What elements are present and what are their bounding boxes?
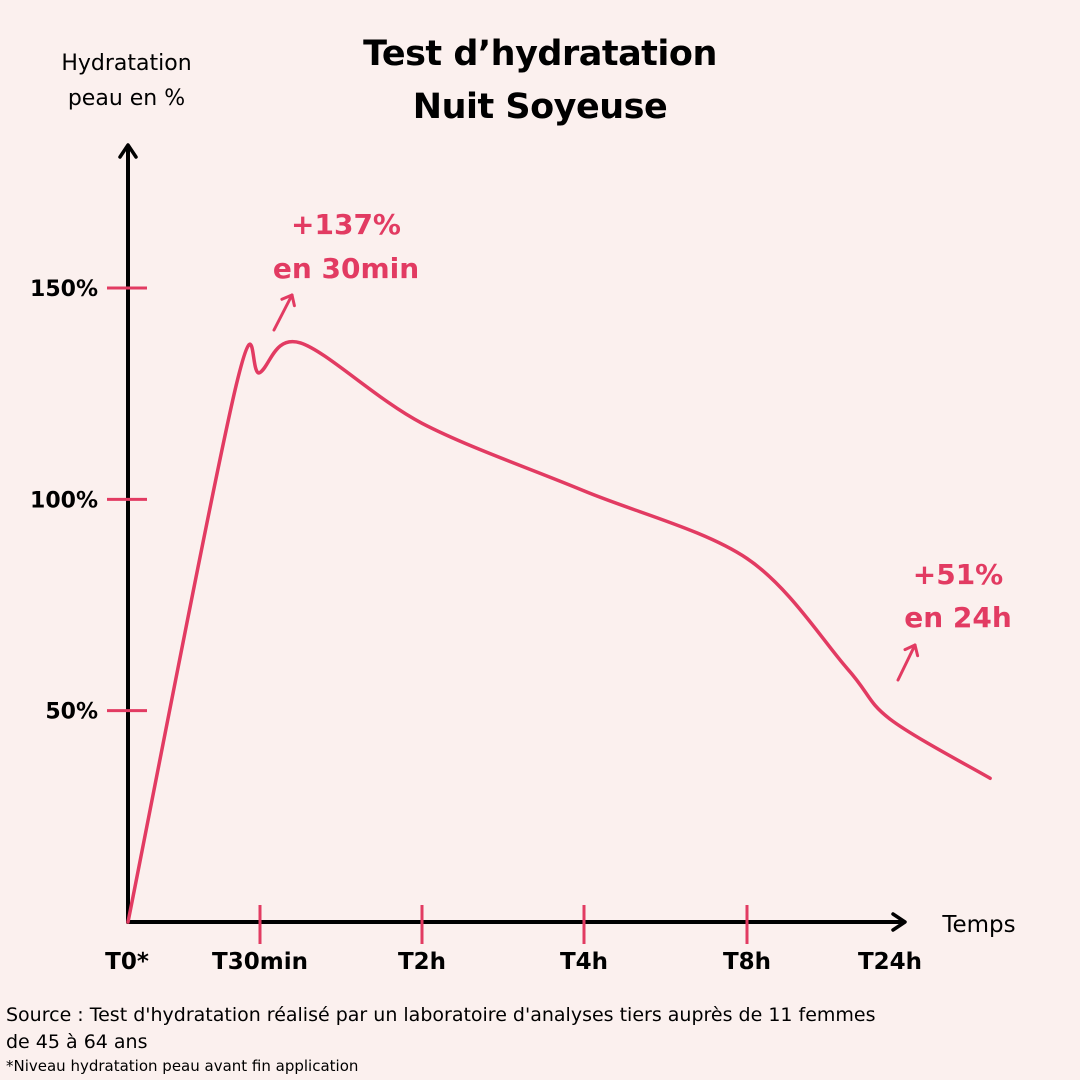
x-tick-label: T4h — [560, 949, 608, 975]
annotation-period: en 30min — [273, 252, 419, 285]
source-note-line2: de 45 à 64 ans — [6, 1031, 148, 1053]
y-tick-label: 150% — [30, 277, 98, 302]
hydration-line — [126, 339, 992, 924]
y-axis-label-line2: peau en % — [67, 86, 186, 111]
x-tick-label: T24h — [858, 949, 922, 975]
hydration-chart: Temps 150% 100% 50% T0* T30min T2h T4h T8h T24h +1… — [30, 143, 1016, 975]
x-tick-label: T0* — [105, 949, 149, 975]
annotation-value: +51% — [913, 558, 1003, 591]
annotation-arrowhead — [903, 643, 920, 658]
annotation-arrowhead — [280, 293, 296, 308]
y-axis-label-line1: Hydratation — [61, 51, 192, 76]
y-tick-label: 50% — [45, 700, 98, 725]
chart-subtitle: Nuit Soyeuse — [412, 87, 668, 127]
footnote: *Niveau hydratation peau avant fin appli… — [6, 1057, 359, 1075]
x-tick-label: T30min — [212, 949, 308, 975]
x-tick-label: T2h — [398, 949, 446, 975]
y-tick-label: 100% — [30, 488, 98, 513]
source-note-line1: Source : Test d'hydratation réalisé par … — [6, 1004, 876, 1026]
annotation-value: +137% — [291, 208, 401, 241]
annotation-arrow — [272, 293, 294, 332]
chart-title: Test d’hydratation — [363, 34, 717, 74]
y-axis-arrow — [118, 143, 138, 159]
annotation-arrow — [896, 643, 917, 682]
x-tick-label: T8h — [723, 949, 771, 975]
annotation-period: en 24h — [904, 601, 1012, 634]
x-axis-label: Temps — [941, 912, 1015, 938]
x-axis-arrow — [891, 912, 907, 932]
